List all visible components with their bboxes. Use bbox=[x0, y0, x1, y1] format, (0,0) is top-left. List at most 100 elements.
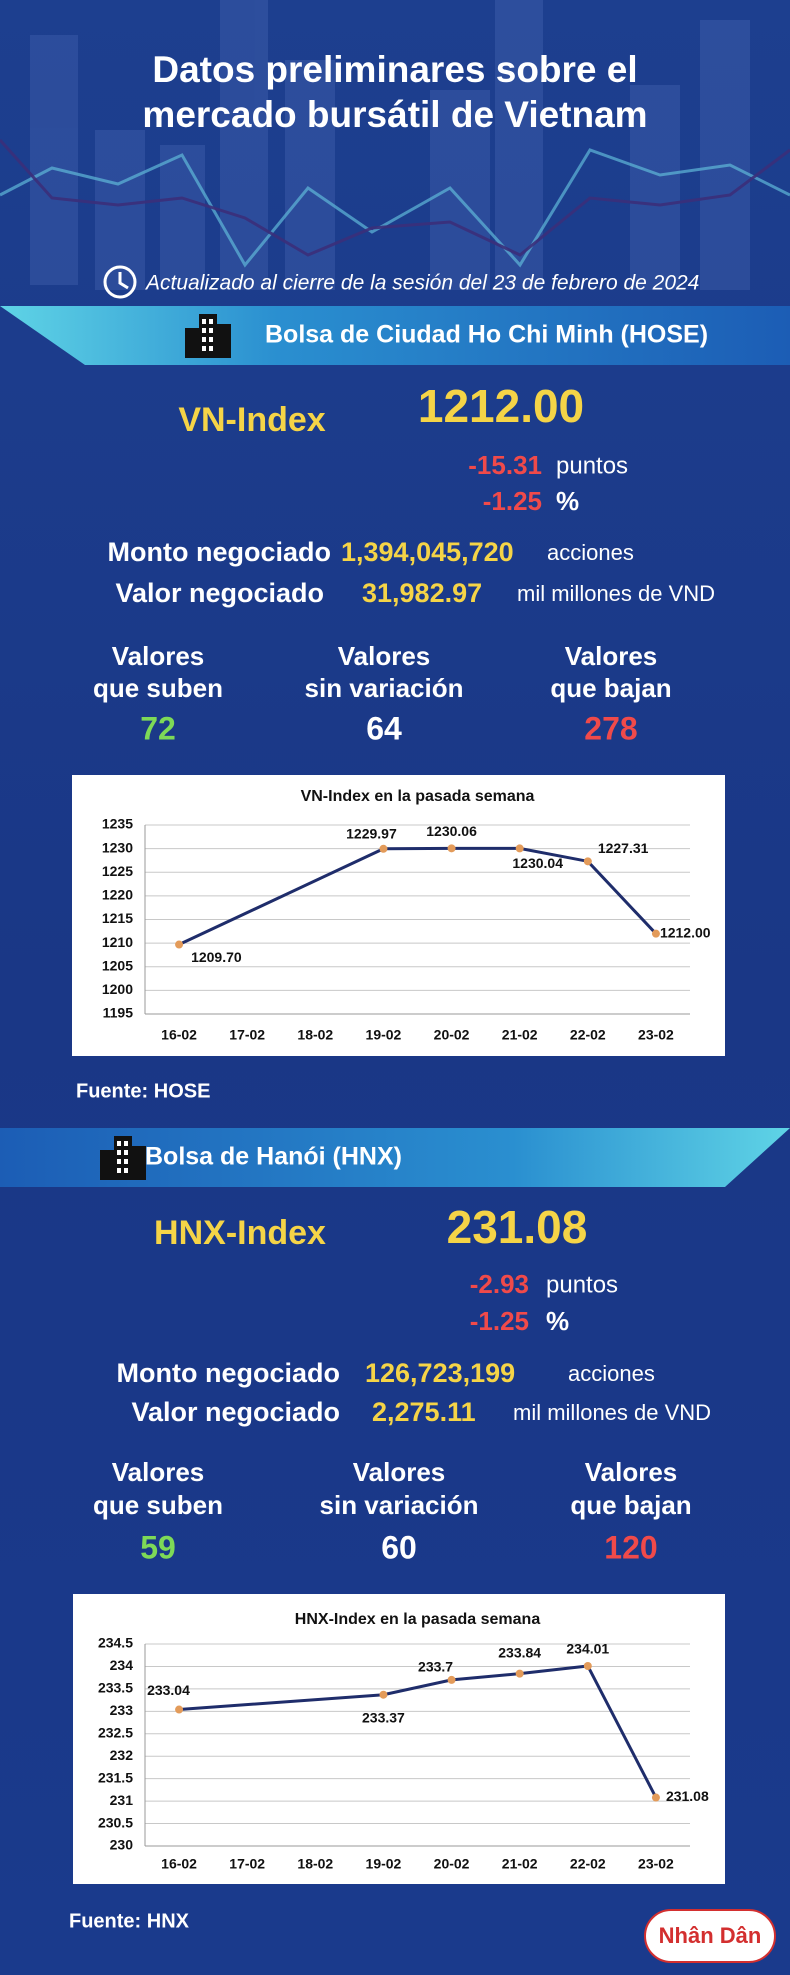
data-label: 233.04 bbox=[147, 1682, 190, 1698]
data-label: 1229.97 bbox=[346, 825, 397, 841]
stat-count: 60 bbox=[381, 1529, 417, 1565]
y-tick-label: 1225 bbox=[102, 863, 133, 879]
source: Fuente: HNX bbox=[69, 1910, 190, 1932]
window bbox=[124, 1141, 128, 1146]
window bbox=[117, 1168, 121, 1173]
chart-title: VN-Index en la pasada semana bbox=[301, 788, 535, 805]
point bbox=[447, 1675, 456, 1684]
data-label: 1212.00 bbox=[660, 924, 711, 940]
stat-count: 120 bbox=[604, 1529, 657, 1565]
x-tick-label: 16-02 bbox=[161, 1027, 197, 1043]
building-part bbox=[199, 314, 217, 358]
stat-label: Valores bbox=[112, 1457, 205, 1487]
chart-box bbox=[73, 1594, 725, 1884]
point bbox=[651, 929, 660, 938]
data-label: 1230.06 bbox=[426, 823, 477, 839]
stat-label: que bajan bbox=[550, 673, 671, 703]
stat-count: 278 bbox=[584, 710, 637, 746]
banner-title: Bolsa de Ciudad Ho Chi Minh (HOSE) bbox=[265, 321, 708, 349]
building-part bbox=[217, 324, 231, 358]
banner bbox=[0, 1128, 790, 1187]
point bbox=[583, 857, 592, 866]
x-tick-label: 20-02 bbox=[434, 1856, 470, 1872]
window bbox=[124, 1168, 128, 1173]
change-percent: -1.25 bbox=[470, 1306, 529, 1336]
point bbox=[447, 844, 456, 853]
data-label: 1227.31 bbox=[598, 840, 649, 856]
point bbox=[651, 1793, 660, 1802]
x-tick-label: 18-02 bbox=[297, 1856, 333, 1872]
x-tick-label: 19-02 bbox=[366, 1027, 402, 1043]
data-label: 233.84 bbox=[498, 1644, 541, 1660]
stat-label: Valores bbox=[112, 641, 205, 671]
x-tick-label: 20-02 bbox=[434, 1027, 470, 1043]
window bbox=[202, 346, 206, 351]
line bbox=[178, 846, 658, 946]
value-unit: mil millones de VND bbox=[513, 1400, 711, 1425]
value: 31,982.97 bbox=[362, 578, 482, 608]
point bbox=[515, 1669, 524, 1678]
percent-unit: % bbox=[546, 1306, 569, 1336]
header-decoration bbox=[0, 148, 790, 268]
window bbox=[117, 1159, 121, 1164]
point bbox=[175, 940, 184, 949]
y-tick-label: 230 bbox=[110, 1837, 134, 1853]
building-icon bbox=[100, 1136, 146, 1180]
index-value: 231.08 bbox=[447, 1201, 588, 1253]
x-tick-label: 18-02 bbox=[297, 1027, 333, 1043]
volume: 1,394,045,720 bbox=[341, 537, 514, 567]
window bbox=[202, 337, 206, 342]
stat-label: sin variación bbox=[305, 673, 464, 703]
building-part bbox=[114, 1136, 132, 1180]
data-label: 234.01 bbox=[566, 1641, 609, 1657]
change-points: -2.93 bbox=[470, 1269, 529, 1299]
x-tick-label: 21-02 bbox=[502, 1856, 538, 1872]
window bbox=[124, 1150, 128, 1155]
window bbox=[209, 337, 213, 342]
change-points: -15.31 bbox=[468, 450, 542, 480]
data-label: 1230.04 bbox=[512, 855, 563, 871]
updated: Actualizado al cierre de la sesión del 2… bbox=[144, 272, 699, 295]
percent-unit: % bbox=[556, 486, 579, 516]
y-tick-label: 1200 bbox=[102, 981, 133, 997]
logo-text: Nhân Dân bbox=[659, 1923, 762, 1948]
point bbox=[379, 1690, 388, 1699]
value-label: Valor negociado bbox=[131, 1397, 340, 1427]
point bbox=[583, 1661, 592, 1670]
points-unit: puntos bbox=[546, 1271, 618, 1298]
stat-label: que bajan bbox=[570, 1490, 691, 1520]
title: mercado bursátil de Vietnam bbox=[142, 94, 647, 135]
header-decoration bbox=[30, 0, 750, 290]
volume-label: Monto negociado bbox=[108, 537, 331, 567]
stat-count: 72 bbox=[140, 710, 176, 746]
index-value: 1212.00 bbox=[418, 380, 584, 432]
stat-label: sin variación bbox=[320, 1490, 479, 1520]
stat-label: Valores bbox=[565, 641, 658, 671]
window bbox=[209, 328, 213, 333]
y-tick-label: 234 bbox=[110, 1657, 134, 1673]
x-tick-label: 23-02 bbox=[638, 1856, 674, 1872]
y-tick-label: 1215 bbox=[102, 910, 133, 926]
banner-title: Bolsa de Hanói (HNX) bbox=[145, 1143, 402, 1171]
x-tick-label: 22-02 bbox=[570, 1027, 606, 1043]
y-tick-label: 1235 bbox=[102, 816, 133, 832]
value-label: Valor negociado bbox=[115, 578, 324, 608]
y-tick-label: 231.5 bbox=[98, 1769, 133, 1785]
y-tick-label: 1230 bbox=[102, 839, 133, 855]
x-tick-label: 17-02 bbox=[229, 1027, 265, 1043]
y-tick-label: 1210 bbox=[102, 934, 133, 950]
building-part bbox=[185, 328, 199, 358]
value-unit: mil millones de VND bbox=[517, 581, 715, 606]
data-label: 233.7 bbox=[418, 1659, 453, 1675]
point bbox=[515, 844, 524, 853]
index-name: VN-Index bbox=[178, 401, 325, 439]
window bbox=[202, 319, 206, 324]
window bbox=[209, 319, 213, 324]
y-tick-label: 1220 bbox=[102, 887, 133, 903]
header-decoration bbox=[0, 138, 790, 257]
y-tick-label: 1205 bbox=[102, 957, 133, 973]
stat-label: Valores bbox=[338, 641, 431, 671]
change-percent: -1.25 bbox=[483, 486, 542, 516]
volume: 126,723,199 bbox=[365, 1358, 515, 1388]
